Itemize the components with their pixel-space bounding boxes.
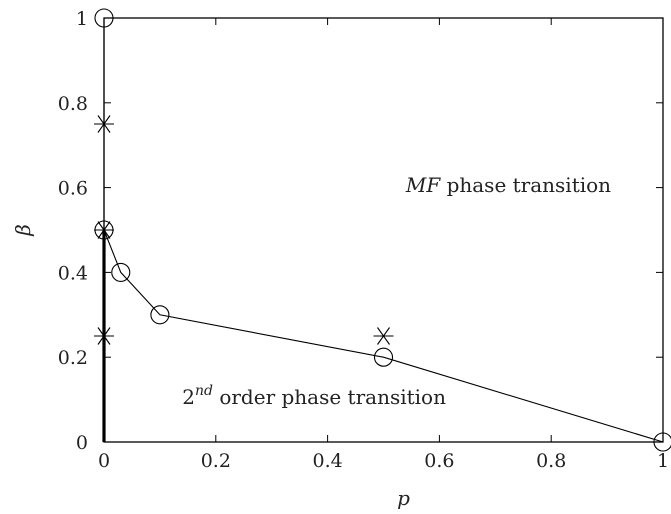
circle-point [94, 8, 114, 28]
x-tick-label: 0.6 [424, 450, 454, 472]
y-tick-label: 0 [76, 432, 88, 454]
star-point [94, 115, 114, 133]
series [94, 8, 671, 452]
tick-marks [103, 17, 664, 443]
x-tick-label: 0.2 [201, 450, 231, 472]
series-line [103, 18, 664, 443]
circle-point [373, 347, 394, 367]
star-point [94, 327, 114, 345]
x-tick-label: 0 [98, 450, 110, 472]
circle-point [653, 432, 671, 452]
x-axis-label: p [397, 486, 410, 510]
axes [103, 17, 664, 443]
x-tick-label: 1 [657, 450, 669, 472]
star-point [373, 327, 394, 345]
region-annotation: 2nd order phase transition [182, 383, 446, 409]
star-point [94, 221, 114, 239]
y-tick-label: 0.2 [58, 347, 88, 369]
y-tick-label: 0.4 [58, 262, 88, 284]
circle-point [150, 305, 170, 325]
plot-frame [103, 17, 664, 443]
y-tick-label: 0.6 [58, 178, 88, 200]
region-annotation: MF phase transition [405, 173, 611, 197]
annotations: MF phase transition 2nd order phase trans… [182, 173, 611, 409]
x-tick-label: 0.4 [312, 450, 342, 472]
y-axis-label: β [11, 224, 35, 237]
y-tick-label: 1 [76, 8, 88, 30]
circle-point [111, 262, 131, 282]
x-tick-label: 0.8 [536, 450, 566, 472]
tick-labels: 0 0.2 0.4 0.6 0.8 1 0 0.2 0.4 0.6 0.8 1 [58, 8, 669, 472]
y-tick-label: 0.8 [58, 93, 88, 115]
